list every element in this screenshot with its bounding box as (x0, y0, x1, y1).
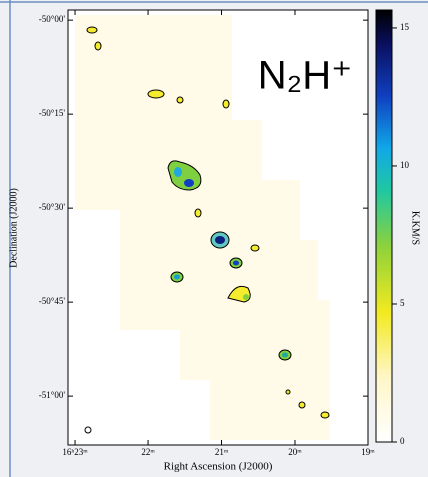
y-axis-label: Declination (J2000) (8, 188, 19, 268)
clump-core (243, 294, 249, 300)
clump (148, 90, 164, 98)
clump (251, 245, 259, 251)
chart: N₂H⁺ Right Ascension (J2000) Declination… (0, 0, 428, 477)
clump-core (184, 179, 194, 187)
x-axis-label: Right Ascension (J2000) (164, 461, 273, 473)
colorbar-tick-label: 0 (400, 436, 405, 446)
x-tick-label: 21ᵐ (215, 447, 229, 457)
clump (177, 97, 183, 103)
clump (321, 412, 329, 418)
y-tick-label: -50°45' (39, 296, 66, 306)
colorbar-tick-label: 15 (400, 22, 410, 32)
clump (299, 402, 305, 408)
colorbar-tick-label: 5 (400, 298, 405, 308)
clump-core (174, 167, 182, 177)
clump (87, 27, 97, 33)
x-tick-label: 20ᵐ (288, 447, 302, 457)
clump-core (174, 275, 180, 280)
clump (286, 390, 290, 394)
clump (195, 209, 201, 217)
x-tick-label: 19ᵐ (361, 447, 375, 457)
colorbar-label: K.KM/S (410, 211, 421, 245)
chart-title: N₂H⁺ (258, 54, 352, 98)
x-tick-label: 16ʰ23ᵐ (62, 447, 88, 457)
clump-core (233, 261, 239, 266)
clump (95, 42, 101, 50)
clump-core (282, 353, 288, 358)
x-tick-label: 22ᵐ (141, 447, 155, 457)
y-tick-label: -50°15' (39, 108, 66, 118)
clump-core (215, 236, 225, 244)
clump (223, 100, 229, 108)
y-tick-label: -51°00' (39, 390, 66, 400)
y-tick-label: -50°00' (39, 14, 66, 24)
colorbar (376, 10, 392, 442)
y-tick-label: -50°30' (39, 202, 66, 212)
colorbar-tick-label: 10 (400, 160, 410, 170)
